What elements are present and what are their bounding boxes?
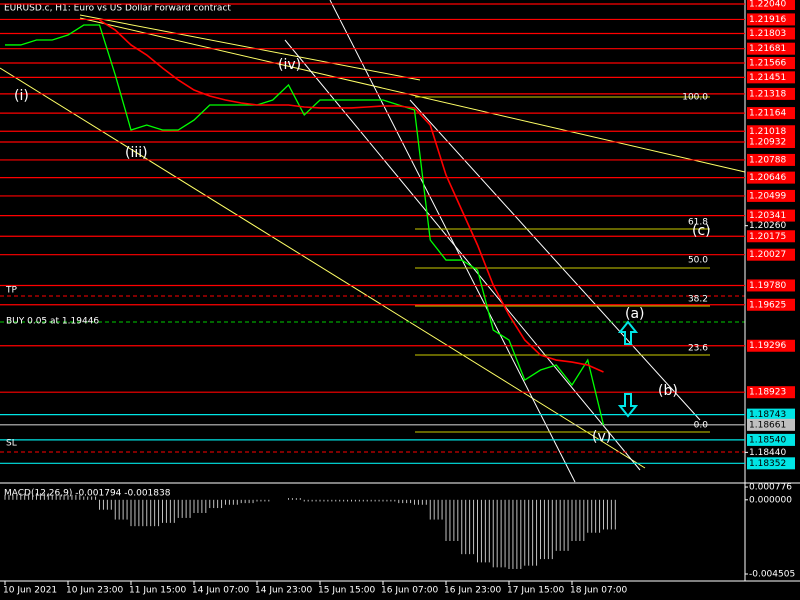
x-tick-label: 17 Jun 15:00 (507, 586, 564, 596)
price-level-box (747, 13, 795, 26)
price-level-label: 1.20646 (749, 173, 786, 183)
wave-label: (c) (692, 223, 711, 239)
price-level-box (747, 279, 795, 292)
price-level-label: 1.20932 (749, 137, 786, 147)
trend-lines (0, 0, 746, 483)
x-tick-label: 10 Jun 2021 (3, 586, 57, 596)
price-level-label: 1.21566 (749, 59, 786, 69)
price-level-label: 1.21018 (749, 127, 786, 137)
macd-title: MACD(12,26,9) -0.001794 -0.001838 (4, 489, 171, 499)
x-tick-label: 18 Jun 07:00 (570, 586, 627, 596)
x-tick-label: 11 Jun 15:00 (129, 586, 186, 596)
price-level-label: 1.21164 (749, 109, 786, 119)
price-level-label: 1.18540 (749, 435, 786, 445)
price-level-label: 1.21803 (749, 29, 786, 39)
price-level-box (747, 171, 795, 184)
price-level-label: 1.20788 (749, 155, 786, 165)
fib-label: 23.6 (688, 344, 708, 354)
price-level-label: 1.20027 (749, 250, 786, 260)
price-level-label: 1.21451 (749, 73, 786, 83)
wave-label: (b) (658, 383, 678, 399)
price-level-box (747, 42, 795, 55)
down-arrow (617, 393, 639, 418)
price-level-label: 1.21681 (749, 44, 786, 54)
price-level-label: 1.21318 (749, 89, 786, 99)
price-level-box (747, 248, 795, 261)
price-level-box (747, 0, 795, 10)
price-level-box (747, 433, 795, 446)
price-level-box (747, 57, 795, 70)
x-tick-label: 10 Jun 23:00 (66, 586, 123, 596)
wave-label: (i) (14, 88, 29, 104)
price-level-label: 1.19625 (749, 300, 786, 310)
price-level-box (747, 386, 795, 399)
y-tick-label: 1.18440 (749, 448, 786, 458)
y-tick-label: 1.20260 (749, 221, 786, 231)
trend-line (79, 14, 421, 81)
price-level-label: 1.18743 (749, 410, 786, 420)
price-level-box (747, 87, 795, 100)
chart-title: EURUSD.c, H1: Euro vs US Dollar Forward … (4, 4, 231, 14)
price-level-label: 1.20499 (749, 191, 786, 201)
x-tick-label: 14 Jun 23:00 (255, 586, 312, 596)
x-tick-label: 16 Jun 23:00 (444, 586, 501, 596)
trade-label: SL (6, 439, 17, 449)
trend-line (0, 67, 646, 469)
price-level-box (747, 209, 795, 222)
x-tick-label: 16 Jun 07:00 (381, 586, 438, 596)
fib-label: 50.0 (688, 256, 708, 266)
price-level-box (747, 135, 795, 148)
trend-line (79, 17, 746, 173)
price-level-label: 1.20175 (749, 232, 786, 242)
price-level-box (747, 27, 795, 40)
channel-line (409, 99, 701, 421)
price-level-box (747, 125, 795, 138)
price-level-box (747, 107, 795, 120)
price-level-label: 1.18352 (749, 459, 786, 469)
trade-label: BUY 0.05 at 1.19446 (6, 317, 99, 327)
price-level-label: 1.20341 (749, 211, 786, 221)
price-level-box (747, 298, 795, 311)
price-level-box (747, 189, 795, 202)
price-level-box (747, 71, 795, 84)
price-level-label: 1.19296 (749, 341, 786, 351)
price-level-box (747, 339, 795, 352)
wave-label: (v) (592, 429, 611, 445)
price-level-box (747, 230, 795, 243)
x-tick-label: 14 Jun 07:00 (192, 586, 249, 596)
price-level-label: 1.21916 (749, 15, 786, 25)
channel-line (329, 0, 576, 483)
trade-label: TP (5, 286, 17, 296)
price-level-box (747, 418, 795, 431)
price-line (99, 19, 604, 373)
wave-label: (iii) (125, 145, 148, 161)
price-line (5, 24, 605, 426)
price-level-label: 1.18661 (749, 420, 786, 430)
price-level-label: 1.18923 (749, 388, 786, 398)
fib-label: 38.2 (688, 295, 708, 305)
fib-label: 61.8 (688, 218, 708, 228)
price-level-box (747, 408, 795, 421)
price-level-box (747, 153, 795, 166)
macd-tick-label: -0.004505 (749, 570, 795, 580)
wave-label: (iv) (278, 57, 301, 73)
macd-tick-label: 0.000000 (749, 495, 792, 505)
price-level-label: 1.22040 (749, 0, 786, 9)
fib-label: 0.0 (694, 421, 709, 431)
fib-label: 100.0 (682, 93, 708, 103)
wave-label: (a) (625, 306, 645, 322)
up-arrow (617, 320, 639, 345)
x-tick-label: 15 Jun 15:00 (318, 586, 375, 596)
price-level-box (747, 457, 795, 470)
price-level-label: 1.19780 (749, 281, 786, 291)
macd-tick-label: 0.000776 (749, 483, 792, 493)
